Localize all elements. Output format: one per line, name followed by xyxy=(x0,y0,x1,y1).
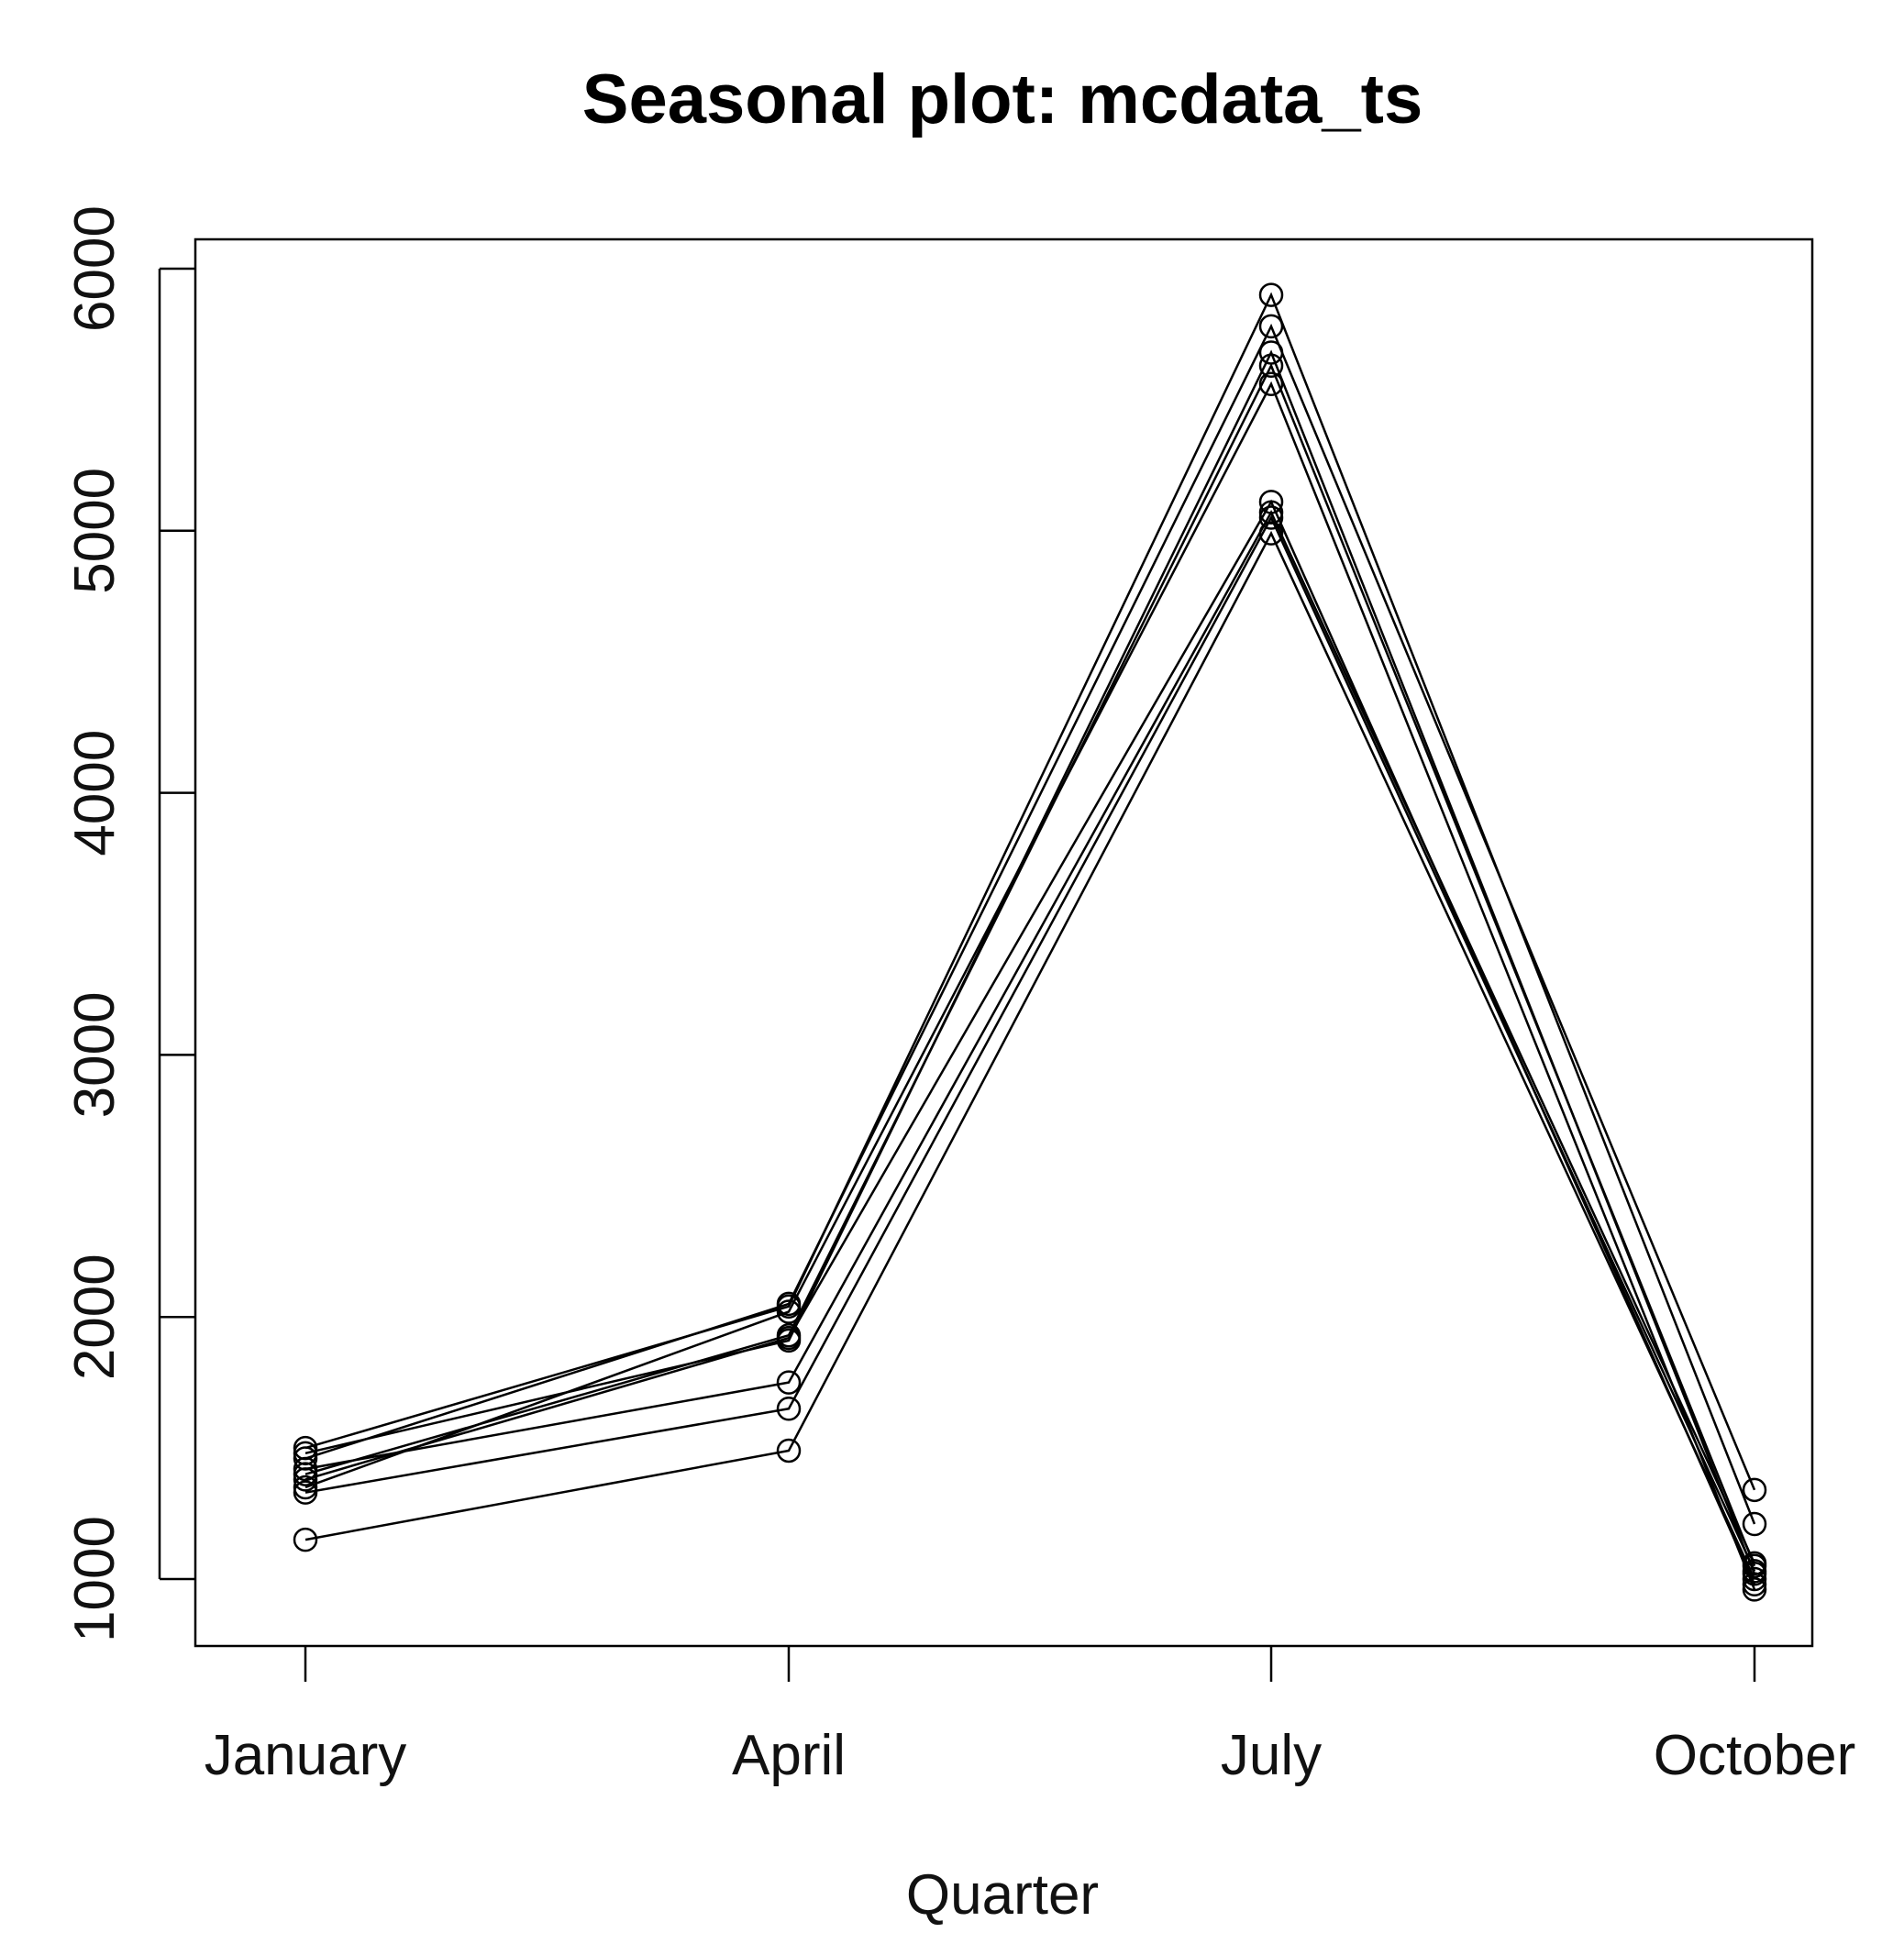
data-point xyxy=(293,1527,318,1552)
series-group xyxy=(293,282,1767,1537)
data-point xyxy=(776,1299,802,1324)
data-point xyxy=(1742,1511,1767,1537)
data-point xyxy=(1742,1577,1767,1602)
series-line xyxy=(304,323,1756,1491)
data-point xyxy=(293,1446,318,1471)
series-line xyxy=(304,381,1756,1590)
x-tick-label: July xyxy=(1221,1724,1322,1787)
x-axis-label: Quarter xyxy=(906,1863,1099,1927)
x-tick-label: April xyxy=(732,1724,846,1787)
data-point xyxy=(293,1475,318,1500)
data-point xyxy=(776,1322,802,1348)
series-line xyxy=(304,530,1756,1580)
y-axis: 1000 2000 3000 4000 5000 6000 xyxy=(63,205,195,1642)
data-point xyxy=(1742,1477,1767,1503)
series-group xyxy=(293,353,1767,1578)
data-point xyxy=(1258,314,1284,339)
chart-title: Seasonal plot: mcdata_ts xyxy=(582,61,1423,138)
series-line xyxy=(304,349,1756,1574)
data-point xyxy=(776,1370,802,1395)
data-point xyxy=(293,1435,318,1461)
series-line xyxy=(304,510,1756,1564)
data-point xyxy=(776,1438,802,1463)
y-tick-label: 1000 xyxy=(63,1516,127,1642)
series-layer xyxy=(293,282,1767,1602)
data-point xyxy=(776,1328,802,1353)
data-point xyxy=(1258,282,1284,307)
y-tick-label: 5000 xyxy=(63,468,127,594)
series-line xyxy=(304,499,1756,1585)
data-point xyxy=(1258,371,1284,397)
data-point xyxy=(1742,1562,1767,1586)
data-point xyxy=(776,1396,802,1421)
data-point xyxy=(1742,1553,1767,1578)
x-tick-label: October xyxy=(1654,1724,1856,1787)
data-point xyxy=(1258,505,1284,530)
series-line xyxy=(304,292,1756,1525)
y-tick-label: 6000 xyxy=(63,205,127,332)
data-point xyxy=(1258,490,1284,514)
series-group xyxy=(293,340,1767,1586)
plot-frame xyxy=(194,237,1814,1648)
x-axis: January April July October xyxy=(205,1646,1856,1787)
data-point xyxy=(293,1441,318,1466)
y-tick-label: 3000 xyxy=(63,991,127,1118)
series-group xyxy=(293,521,1767,1592)
data-point xyxy=(293,1480,318,1505)
data-point xyxy=(1742,1566,1767,1592)
y-tick-label: 4000 xyxy=(63,730,127,856)
data-point xyxy=(1258,340,1284,365)
series-group xyxy=(293,314,1767,1503)
y-tick-label: 2000 xyxy=(63,1254,127,1380)
data-point xyxy=(776,1291,802,1317)
x-tick-label: January xyxy=(205,1724,407,1787)
